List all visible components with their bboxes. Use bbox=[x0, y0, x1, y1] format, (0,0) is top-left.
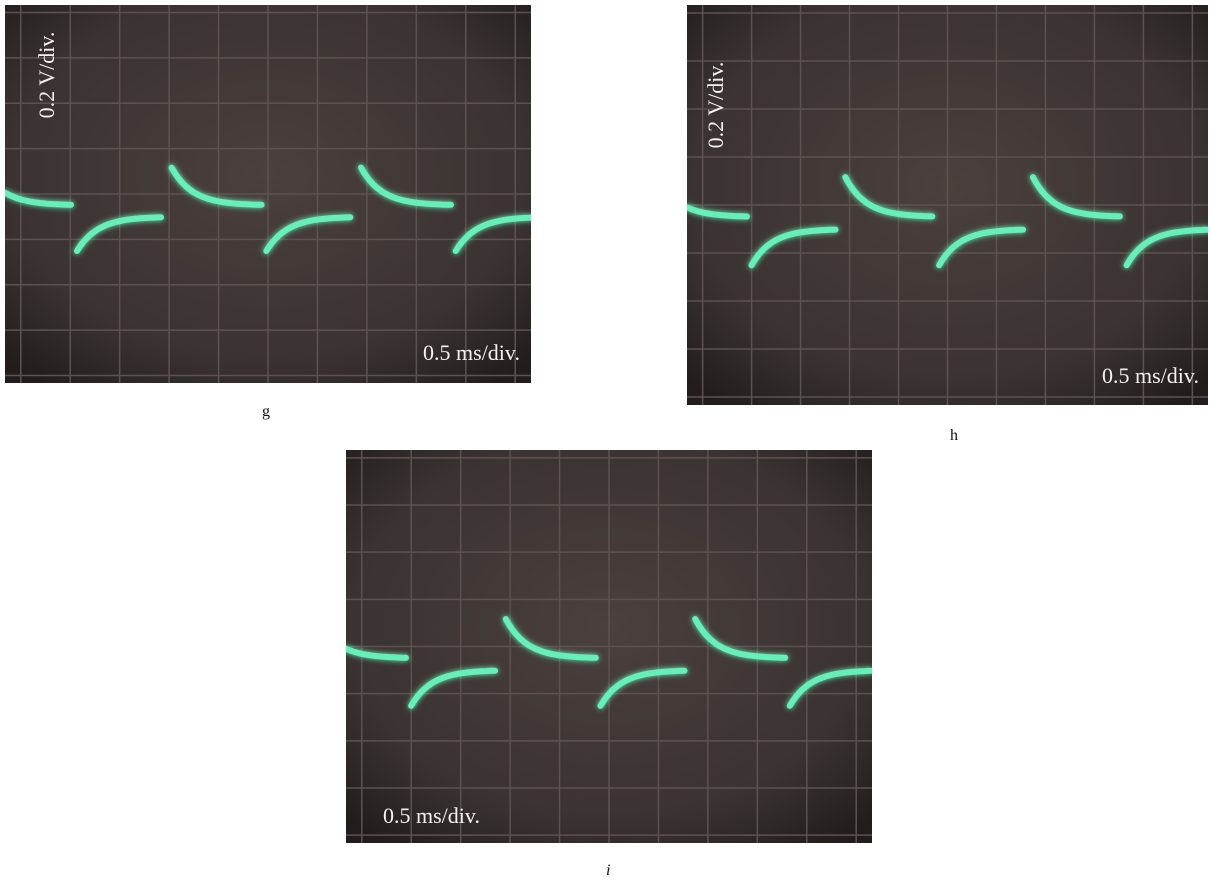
panel-label: h bbox=[950, 427, 958, 444]
time-label: 0.5 ms/div. bbox=[383, 803, 480, 828]
waveform bbox=[5, 164, 531, 254]
trace bbox=[597, 667, 688, 709]
trace bbox=[786, 667, 872, 709]
trace bbox=[408, 667, 499, 709]
trace bbox=[1029, 174, 1123, 220]
trace bbox=[263, 214, 354, 254]
trace bbox=[168, 164, 265, 208]
trace bbox=[692, 616, 789, 661]
waveform bbox=[346, 616, 872, 709]
volts-label: 0.2 V/div. bbox=[34, 32, 59, 119]
waveform bbox=[687, 174, 1208, 269]
trace bbox=[1123, 226, 1208, 269]
trace bbox=[687, 204, 750, 220]
panel-label: i bbox=[606, 862, 611, 879]
panel-label: g bbox=[262, 403, 270, 420]
trace bbox=[358, 164, 454, 208]
time-label: 0.5 ms/div. bbox=[1102, 363, 1199, 388]
scope-screen: 0.5 ms/div. bbox=[346, 450, 872, 843]
scope-screen: 0.2 V/div. 0.5 ms/div. bbox=[687, 5, 1208, 405]
trace bbox=[842, 174, 936, 220]
trace bbox=[5, 189, 74, 208]
trace bbox=[346, 645, 409, 661]
volts-label: 0.2 V/div. bbox=[703, 62, 728, 149]
trace bbox=[748, 226, 839, 269]
trace bbox=[502, 616, 599, 661]
trace bbox=[74, 214, 164, 254]
trace bbox=[936, 226, 1027, 269]
scope-screen: 0.2 V/div. 0.5 ms/div. bbox=[5, 5, 531, 383]
time-label: 0.5 ms/div. bbox=[423, 340, 520, 365]
trace bbox=[452, 214, 531, 254]
